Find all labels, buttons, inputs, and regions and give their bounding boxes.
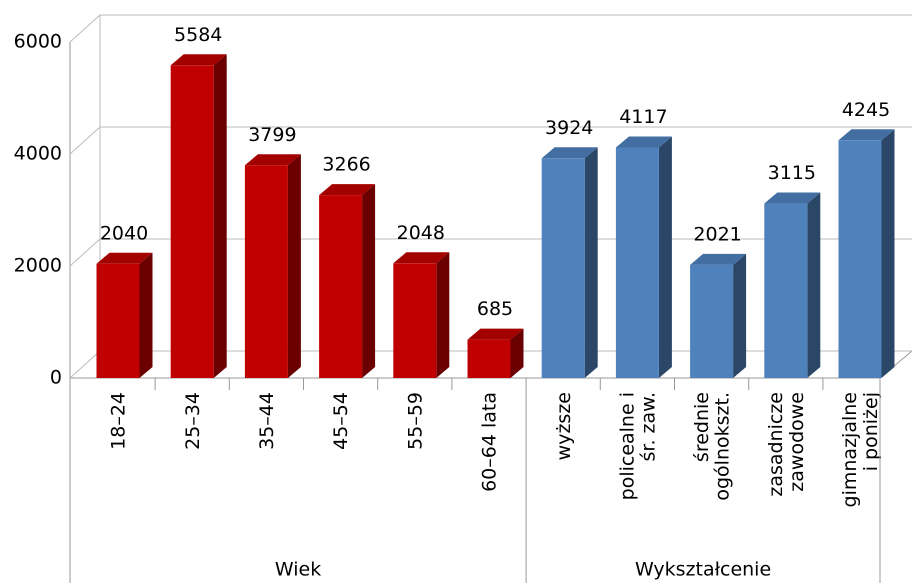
x-tick-label: 55–59 [404, 392, 426, 450]
bar [764, 203, 808, 378]
value-label: 2021 [693, 223, 741, 245]
x-tick-label: wyższe [553, 392, 575, 460]
group-label: Wiek [275, 559, 321, 581]
bar-side [362, 184, 376, 378]
bar [467, 339, 511, 378]
bar-side [881, 129, 895, 378]
value-label: 4245 [842, 99, 890, 121]
x-tick-label: zasadniczezawodowe [765, 392, 808, 497]
bar [96, 263, 140, 378]
bar-side [139, 252, 153, 378]
bar-top [393, 252, 450, 264]
y-tick-label: 4000 [14, 143, 62, 165]
grid-line [69, 126, 912, 155]
bar [541, 158, 585, 378]
bar [244, 165, 288, 378]
x-tick-label: 35–44 [256, 392, 278, 450]
value-label: 2048 [397, 222, 445, 244]
bar-side [287, 154, 301, 378]
bar-side [658, 136, 672, 378]
bar-top [615, 136, 672, 148]
x-tick-label: 25–34 [182, 392, 204, 450]
bar-top [541, 147, 598, 159]
bar-top [319, 184, 376, 196]
value-label: 3266 [322, 154, 370, 176]
value-label: 3924 [545, 117, 593, 139]
bar [319, 195, 363, 378]
value-label: 685 [477, 298, 513, 320]
bar-side [436, 252, 450, 378]
bar-top [244, 154, 301, 166]
bar-side [807, 192, 821, 378]
bar [838, 140, 882, 378]
x-tick-label: gimnazjalnei poniżej [839, 392, 882, 507]
bar-top [170, 54, 227, 66]
y-tick-label: 2000 [14, 255, 62, 277]
bar-top [467, 328, 524, 340]
bar-side [510, 328, 524, 378]
x-tick-label: 45–54 [330, 392, 352, 450]
value-label: 3799 [248, 124, 296, 146]
grid-line [69, 14, 912, 43]
x-tick-label: 60–64 lata [479, 392, 501, 492]
bar-side [213, 54, 227, 379]
x-tick-label: 18–24 [108, 392, 130, 450]
x-tick-label: średnieogólnokszt. [691, 392, 734, 501]
bar-top [838, 129, 895, 141]
x-tick-label: policealne iśr. zaw. [617, 392, 660, 500]
value-label: 3115 [768, 162, 816, 184]
value-label: 5584 [174, 24, 222, 46]
bar-top [690, 253, 747, 265]
bar-side [584, 147, 598, 378]
bar [690, 264, 734, 378]
group-label: Wykształcenie [635, 559, 771, 581]
bar-top [96, 252, 153, 264]
y-tick-label: 6000 [14, 31, 62, 53]
bar [170, 65, 214, 379]
value-label: 4117 [619, 106, 667, 128]
bar [615, 147, 659, 378]
value-label: 2040 [100, 222, 148, 244]
bar [393, 263, 437, 378]
y-tick-label: 0 [50, 367, 62, 389]
bar-side [733, 253, 747, 378]
bar-top [764, 192, 821, 204]
